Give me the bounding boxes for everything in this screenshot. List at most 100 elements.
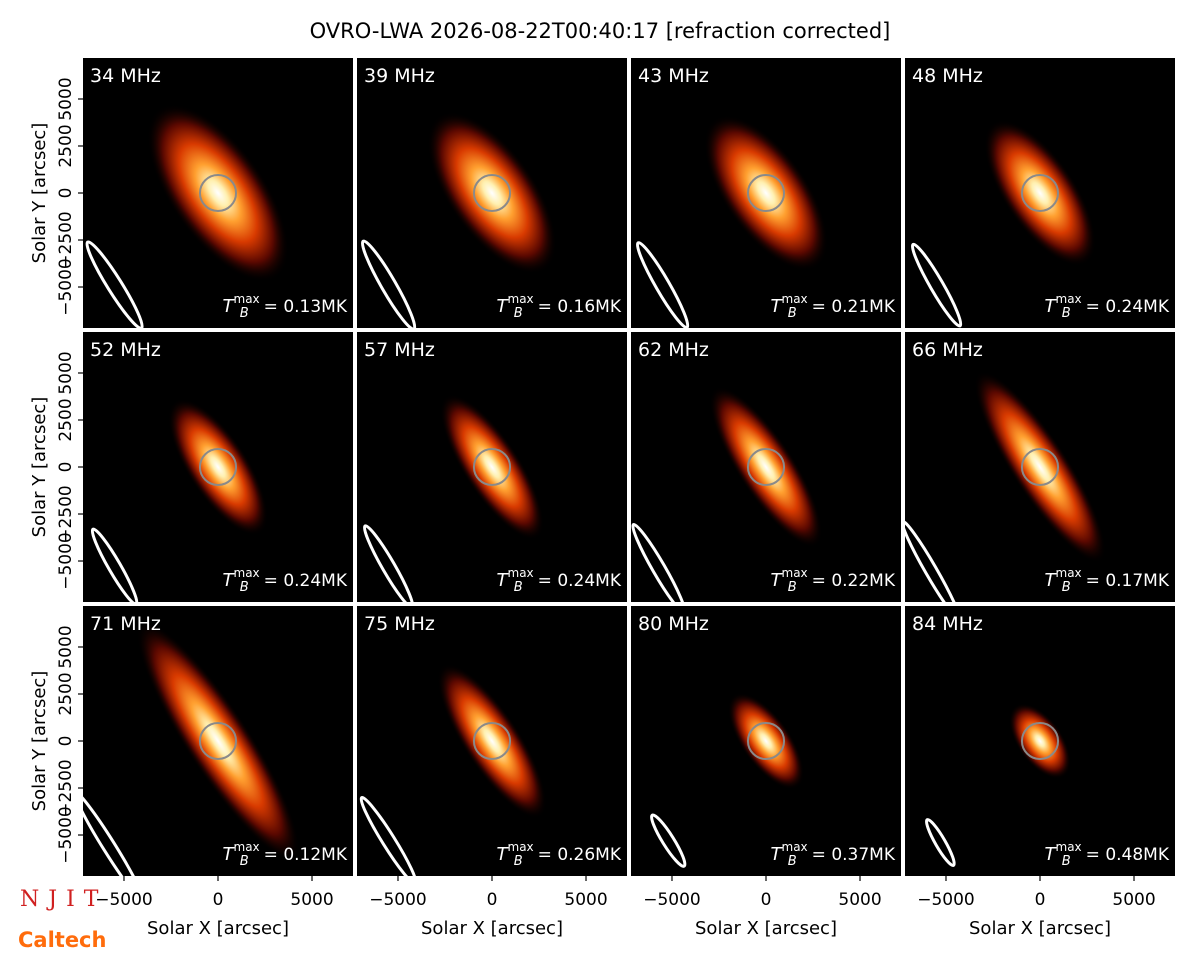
y-tick-label: −2500 <box>56 485 76 543</box>
x-tick-label: 5000 <box>838 890 881 910</box>
tb-subscript: B <box>788 854 797 869</box>
solar-disk <box>1020 447 1060 487</box>
y-tick-label: 5000 <box>56 625 76 668</box>
radio-source <box>427 112 557 274</box>
tb-subscript: B <box>788 580 797 595</box>
solar-disk <box>198 721 238 761</box>
x-tick-label: 0 <box>761 890 772 910</box>
panel <box>357 332 627 602</box>
tb-subscript: B <box>788 306 797 321</box>
y-tick-label: 0 <box>56 462 76 473</box>
tb-max-label: = 0.22MK <box>812 571 896 591</box>
frequency-label: 57 MHz <box>364 339 435 361</box>
x-tick-label: −5000 <box>917 890 975 910</box>
beam <box>910 242 963 328</box>
x-tick-label: 0 <box>1035 890 1046 910</box>
radio-source <box>440 394 544 540</box>
y-tick-label: 2500 <box>56 672 76 715</box>
solar-disk <box>472 447 512 487</box>
solar-disk <box>1020 173 1060 213</box>
tb-subscript: B <box>240 306 249 321</box>
radio-source <box>147 104 289 282</box>
tb-subscript: B <box>514 854 523 869</box>
x-tick-label: 0 <box>213 890 224 910</box>
beam <box>905 519 962 602</box>
tb-subscript: B <box>1062 580 1071 595</box>
panel <box>631 332 901 602</box>
tb-max-label: = 0.17MK <box>1086 571 1170 591</box>
tb-superscript: max <box>782 840 808 854</box>
frequency-label: 66 MHz <box>912 339 983 361</box>
tb-superscript: max <box>508 566 534 580</box>
y-tick-label: 2500 <box>56 398 76 441</box>
tb-max-label: = 0.48MK <box>1086 845 1170 865</box>
y-axis-label: Solar Y [arcsec] <box>29 397 50 538</box>
tb-subscript: B <box>240 580 249 595</box>
tb-subscript: B <box>240 854 249 869</box>
x-axis-label: Solar X [arcsec] <box>421 918 563 939</box>
logo-njit: NJIT <box>20 887 107 912</box>
y-tick-label: −5000 <box>56 258 76 316</box>
solar-disk <box>198 447 238 487</box>
tb-superscript: max <box>1056 840 1082 854</box>
x-tick-label: 5000 <box>290 890 333 910</box>
tb-symbol: T <box>223 844 236 865</box>
frequency-label: 34 MHz <box>90 65 161 87</box>
tb-symbol: T <box>771 570 784 591</box>
y-tick-label: 2500 <box>56 124 76 167</box>
logo-caltech: Caltech <box>18 928 106 952</box>
y-tick-label: 5000 <box>56 77 76 120</box>
x-axis-label: Solar X [arcsec] <box>147 918 289 939</box>
beam <box>359 795 418 876</box>
x-axis-label: Solar X [arcsec] <box>969 918 1111 939</box>
radio-source <box>974 371 1106 563</box>
panel <box>83 332 353 602</box>
tb-max-label: = 0.37MK <box>812 845 896 865</box>
panel <box>357 58 627 328</box>
tb-max-label: = 0.21MK <box>812 297 896 317</box>
beam <box>83 790 145 876</box>
panel <box>631 606 901 876</box>
radio-source <box>709 386 823 548</box>
frequency-label: 80 MHz <box>638 613 709 635</box>
tb-max-label: = 0.13MK <box>264 297 348 317</box>
panel <box>905 58 1175 328</box>
tb-superscript: max <box>234 292 260 306</box>
tb-superscript: max <box>782 566 808 580</box>
panel <box>905 606 1175 876</box>
beam <box>90 527 139 602</box>
panel <box>905 332 1175 602</box>
beam <box>631 522 687 602</box>
solar-disk <box>1020 721 1060 761</box>
x-tick-label: 0 <box>487 890 498 910</box>
tb-symbol: T <box>223 570 236 591</box>
tb-superscript: max <box>234 566 260 580</box>
radio-source <box>1009 703 1071 779</box>
tb-symbol: T <box>497 844 510 865</box>
x-tick-label: 5000 <box>1112 890 1155 910</box>
tb-symbol: T <box>1045 844 1058 865</box>
x-tick-label: 5000 <box>564 890 607 910</box>
tb-symbol: T <box>771 296 784 317</box>
tb-superscript: max <box>234 840 260 854</box>
radio-source <box>984 120 1096 266</box>
tb-max-label: = 0.24MK <box>538 571 622 591</box>
tb-subscript: B <box>514 580 523 595</box>
tb-max-label: = 0.16MK <box>538 297 622 317</box>
tb-superscript: max <box>1056 566 1082 580</box>
y-tick-label: −5000 <box>56 806 76 864</box>
beam <box>635 241 690 328</box>
solar-disk <box>746 721 786 761</box>
beam <box>650 813 687 868</box>
y-tick-label: 5000 <box>56 351 76 394</box>
tb-subscript: B <box>1062 306 1071 321</box>
tb-max-label: = 0.24MK <box>1086 297 1170 317</box>
tb-symbol: T <box>497 570 510 591</box>
panel <box>83 606 353 876</box>
solar-disk <box>472 173 512 213</box>
frequency-label: 52 MHz <box>90 339 161 361</box>
x-axis-label: Solar X [arcsec] <box>695 918 837 939</box>
frequency-label: 43 MHz <box>638 65 709 87</box>
radio-source <box>168 398 268 536</box>
tb-max-label: = 0.24MK <box>264 571 348 591</box>
